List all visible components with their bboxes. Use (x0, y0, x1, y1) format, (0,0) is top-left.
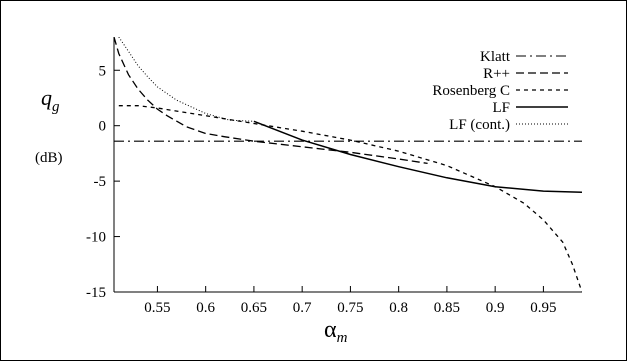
x-tick-label: 0.65 (241, 300, 267, 316)
legend-label: LF (cont.) (449, 117, 510, 133)
y-tick-label: 0 (99, 119, 107, 135)
series-line-lf-cont (118, 37, 254, 122)
x-axis-label: αm (324, 317, 348, 346)
legend-label: Rosenberg C (432, 83, 510, 99)
x-tick-label: 0.85 (434, 300, 460, 316)
legend-label: Klatt (480, 49, 511, 65)
y-tick-label: -5 (94, 174, 107, 190)
x-tick-label: 0.55 (144, 300, 170, 316)
y-tick-label: 5 (99, 63, 107, 79)
axes (113, 37, 582, 293)
x-tick-label: 0.9 (486, 300, 505, 316)
series-line-rosenberg-c (118, 105, 582, 292)
x-tick-label: 0.6 (196, 300, 215, 316)
series-line-r (114, 37, 428, 165)
legend-label: LF (492, 100, 510, 116)
x-tick-label: 0.95 (530, 300, 556, 316)
ticks: 0.55 0.6 0.65 0.7 0.75 0.8 0.85 0.9 0.95 5 0 -5 -10 -… (86, 63, 557, 316)
x-tick-label: 0.7 (293, 300, 312, 316)
y-tick-label: -15 (86, 285, 106, 301)
series-line-lf (253, 120, 582, 193)
series-layer (114, 37, 582, 292)
x-tick-label: 0.75 (337, 300, 363, 316)
legend-label: R++ (483, 66, 510, 82)
y-tick-label: -10 (86, 230, 106, 246)
x-tick-label: 0.8 (389, 300, 408, 316)
y-axis-label: qg (41, 85, 60, 115)
y-axis-unit: (dB) (35, 150, 63, 166)
